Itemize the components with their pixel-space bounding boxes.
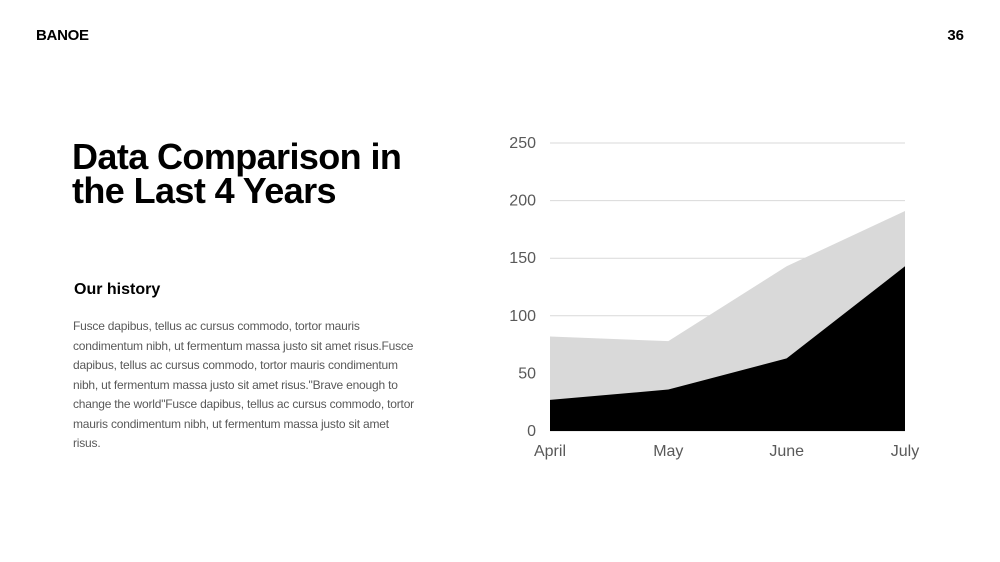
y-tick-label: 150 <box>509 250 536 267</box>
page-number: 36 <box>947 27 964 44</box>
y-tick-label: 100 <box>509 308 536 325</box>
area-series-2 <box>550 266 905 431</box>
x-axis-labels: April May June July <box>534 443 919 460</box>
y-axis-labels: 0 50 100 150 200 250 <box>509 135 536 440</box>
x-tick-label: June <box>769 443 804 460</box>
x-tick-label: May <box>653 443 683 460</box>
brand-name: BANOE <box>36 27 89 44</box>
x-tick-label: July <box>891 443 919 460</box>
area-layer <box>550 210 905 431</box>
area-chart: 0 50 100 150 200 250 April May June July <box>509 135 919 460</box>
y-tick-label: 50 <box>518 365 536 382</box>
slide-title: Data Comparison in the Last 4 Years <box>72 136 402 211</box>
x-tick-label: April <box>534 443 566 460</box>
y-tick-label: 0 <box>527 423 536 440</box>
body-paragraph: Fusce dapibus, tellus ac cursus commodo,… <box>73 319 414 450</box>
section-subtitle: Our history <box>74 281 161 298</box>
y-tick-label: 250 <box>509 135 536 152</box>
y-tick-label: 200 <box>509 193 536 210</box>
